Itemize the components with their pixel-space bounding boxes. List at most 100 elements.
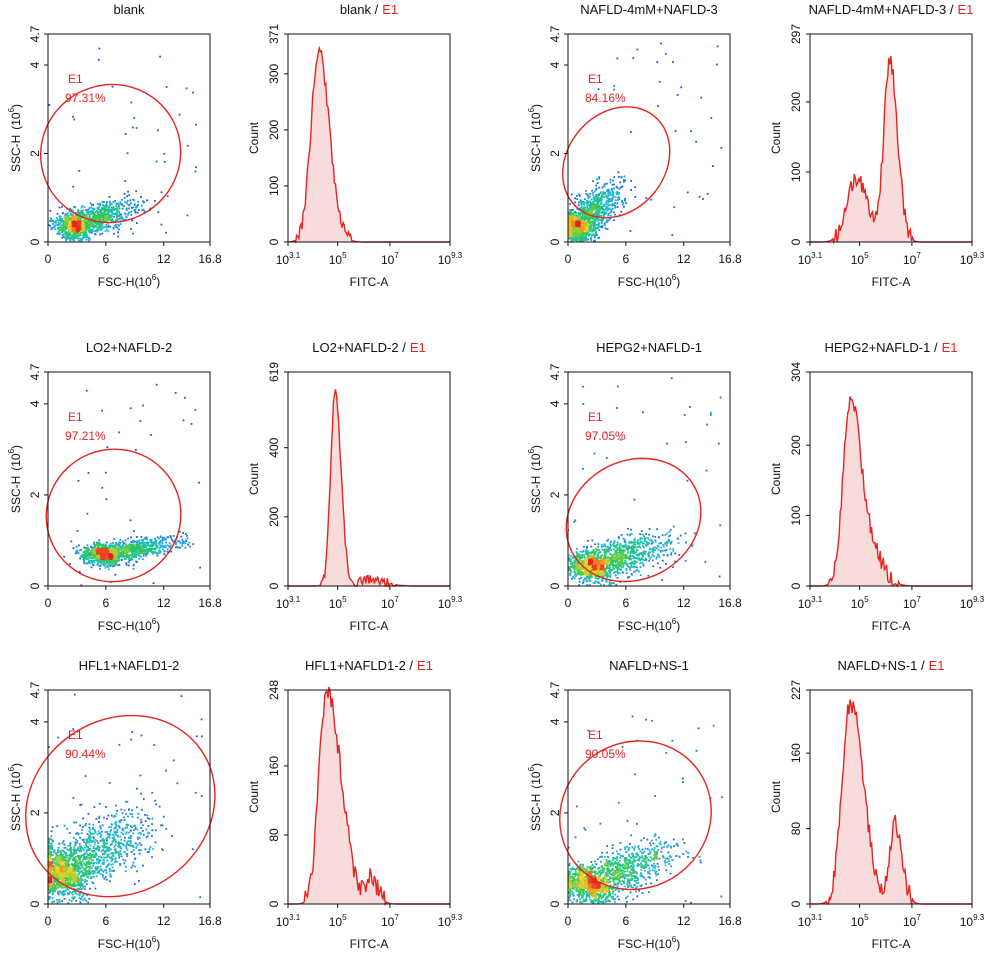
- event-dot: [149, 544, 151, 547]
- event-dot: [116, 226, 119, 229]
- plot-frame: [809, 33, 973, 243]
- event-dot: [615, 544, 618, 546]
- event-dot: [621, 544, 624, 547]
- event-dot: [112, 545, 115, 548]
- event-dot: [661, 534, 664, 537]
- event-dot: [602, 191, 605, 193]
- event-dot: [103, 548, 106, 550]
- event-dot: [92, 225, 95, 228]
- event-dot: [597, 581, 600, 583]
- event-dot: [589, 210, 592, 213]
- event-dot: [114, 546, 116, 549]
- event-dot: [599, 226, 602, 228]
- event-dot: [618, 537, 620, 540]
- event-dot: [85, 552, 87, 555]
- event-dot: [128, 564, 130, 567]
- event-dot: [597, 218, 600, 220]
- event-dot: [589, 224, 591, 227]
- event-dot: [638, 557, 641, 560]
- event-dot: [105, 545, 108, 548]
- event-dot: [594, 210, 597, 213]
- event-dot: [83, 546, 86, 549]
- x-axis-label: FITC-A: [872, 275, 911, 289]
- event-dot: [182, 419, 185, 422]
- event-dot: [605, 552, 607, 555]
- event-dot: [178, 546, 181, 549]
- event-dot: [627, 527, 629, 530]
- event-dot: [59, 216, 62, 218]
- event-dot: [81, 228, 84, 230]
- event-dot: [621, 549, 624, 552]
- event-dot: [582, 239, 585, 241]
- event-dot: [572, 235, 575, 238]
- event-dot: [623, 205, 625, 208]
- event-dot: [94, 555, 97, 558]
- event-dot: [653, 555, 655, 558]
- event-dot: [136, 204, 139, 207]
- event-dot: [598, 219, 601, 221]
- event-dot: [592, 549, 595, 551]
- event-dot: [613, 571, 615, 574]
- event-dot: [100, 210, 102, 213]
- event-dot: [172, 540, 174, 543]
- event-dot: [600, 192, 603, 195]
- event-dot: [634, 546, 637, 549]
- event-dot: [107, 224, 110, 227]
- event-dot: [85, 238, 88, 241]
- event-dot: [594, 200, 597, 203]
- event-dot: [118, 554, 121, 556]
- event-dot: [134, 210, 136, 213]
- event-dot: [595, 187, 598, 190]
- event-dot: [129, 554, 132, 556]
- event-dot: [574, 560, 577, 563]
- event-dot: [105, 204, 108, 207]
- event-dot: [105, 217, 108, 220]
- event-dot: [145, 541, 148, 544]
- event-dot: [72, 116, 74, 118]
- event-dot: [660, 546, 663, 549]
- event-dot: [578, 225, 581, 228]
- event-dot: [600, 208, 603, 210]
- event-dot: [80, 239, 82, 242]
- event-dot: [67, 231, 70, 233]
- event-dot: [171, 539, 173, 541]
- event-dot: [639, 562, 642, 565]
- event-dot: [606, 221, 609, 223]
- event-dot: [585, 549, 588, 552]
- event-dot: [66, 232, 69, 234]
- event-dot: [165, 541, 167, 544]
- event-dot: [596, 227, 599, 230]
- event-dot: [115, 550, 118, 552]
- event-dot: [582, 237, 585, 239]
- event-dot: [593, 190, 596, 193]
- event-dot: [53, 226, 55, 229]
- event-dot: [587, 207, 590, 210]
- event-dot: [146, 544, 149, 546]
- event-dot: [67, 226, 70, 228]
- event-dot: [586, 204, 588, 207]
- event-dot: [620, 186, 622, 189]
- event-dot: [617, 175, 620, 178]
- event-dot: [592, 180, 594, 183]
- event-dot: [166, 548, 169, 551]
- event-dot: [83, 236, 85, 239]
- event-dot: [600, 545, 603, 548]
- event-dot: [107, 213, 110, 216]
- event-dot: [690, 130, 692, 133]
- event-dot: [576, 222, 578, 225]
- event-dot: [90, 230, 93, 232]
- event-dot: [648, 542, 651, 544]
- event-dot: [87, 549, 90, 552]
- event-dot: [604, 211, 607, 214]
- event-dot: [574, 230, 577, 233]
- event-dot: [85, 562, 88, 565]
- event-dot: [584, 224, 587, 227]
- event-dot: [142, 200, 144, 203]
- event-dot: [115, 208, 118, 210]
- event-dot: [168, 545, 170, 548]
- event-dot: [629, 534, 631, 537]
- event-dot: [187, 543, 189, 546]
- event-dot: [625, 561, 627, 564]
- event-dot: [181, 542, 184, 545]
- event-dot: [598, 222, 601, 225]
